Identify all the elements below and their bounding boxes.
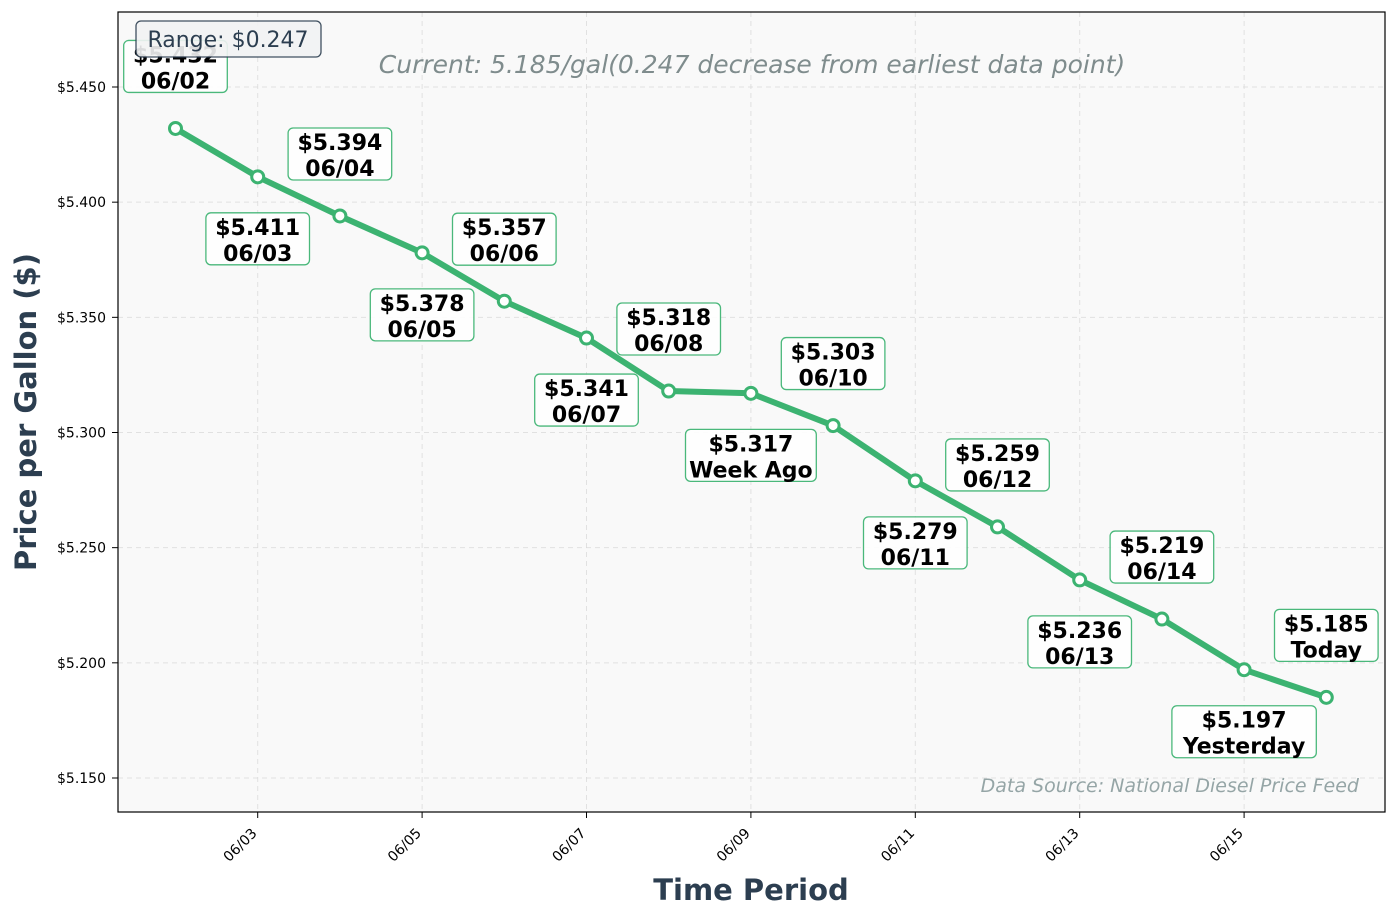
data-point	[1154, 611, 1170, 627]
data-label-box	[369, 288, 475, 342]
y-axis-ticks: $5.150 $5.200 $5.250 $5.300 $5.350 $5.400 $5.4…	[57, 80, 118, 787]
data-label-box	[1171, 705, 1317, 759]
data-label-box	[287, 127, 393, 181]
data-label-price: $5.197	[1202, 709, 1287, 734]
y-axis-title: Price per Gallon ($)	[9, 253, 43, 571]
data-label-price: $5.394	[297, 131, 382, 156]
data-label-date: Yesterday	[1182, 735, 1305, 760]
x-tick-label: 06/07	[549, 826, 589, 866]
data-point	[1318, 689, 1334, 705]
y-tick-label: $5.300	[57, 425, 106, 441]
data-label-group: $5.43206/02$5.41106/03$5.39406/04$5.3780…	[123, 39, 1379, 760]
data-point	[579, 330, 594, 346]
data-label-price: $5.185	[1284, 612, 1369, 637]
x-tick-label: 06/05	[385, 826, 425, 866]
data-point	[332, 208, 348, 224]
data-label-date: 06/02	[141, 69, 210, 94]
data-point	[1236, 662, 1252, 678]
data-label-box	[205, 212, 311, 266]
data-label-date: 06/13	[1045, 645, 1114, 670]
data-label-box	[780, 336, 886, 391]
data-point	[661, 383, 677, 399]
y-tick-label: $5.450	[57, 80, 106, 96]
data-point	[1072, 572, 1088, 588]
data-point	[990, 519, 1005, 535]
data-label-price: $5.341	[544, 377, 629, 402]
data-point	[168, 120, 183, 136]
data-label-price: $5.378	[380, 292, 465, 317]
x-tick-label: 06/13	[1043, 826, 1083, 866]
data-label-date: 06/08	[634, 332, 703, 357]
data-label-date: 06/05	[387, 318, 456, 343]
data-label-box	[684, 428, 817, 482]
x-axis-title: Time Period	[653, 873, 849, 907]
data-label-price: $5.318	[626, 306, 711, 331]
data-label-price: $5.279	[873, 520, 958, 545]
data-label-date: 06/10	[798, 367, 867, 392]
data-point	[907, 473, 923, 489]
data-label-box	[1109, 530, 1215, 584]
data-label-date: 06/11	[881, 546, 950, 571]
data-label-date: 06/06	[470, 242, 539, 267]
x-tick-label: 06/03	[221, 826, 261, 866]
plot-frame	[117, 11, 1386, 813]
data-label-price: $5.236	[1037, 619, 1122, 644]
data-label-box	[1273, 608, 1379, 663]
grid-lines	[118, 12, 1385, 812]
y-tick-label: $5.350	[57, 310, 106, 326]
x-axis-ticks: 06/03 06/05 06/07 06/09 06/11 06/13 06/15	[221, 812, 1247, 865]
data-label-date: 06/14	[1127, 560, 1196, 585]
data-label-date: 06/03	[223, 242, 292, 267]
data-label-price: $5.357	[462, 216, 547, 241]
data-point	[496, 293, 512, 309]
data-label-date: Today	[1291, 638, 1362, 663]
data-label-box	[451, 212, 557, 266]
data-label-box	[862, 516, 968, 570]
range-badge: Range: $0.247	[135, 20, 322, 58]
data-label-box	[1027, 615, 1133, 669]
subtitle: Current: 5.185/gal(0.247 decrease from e…	[379, 50, 1125, 79]
data-label-price: $5.303	[791, 341, 876, 366]
x-tick-label: 06/15	[1207, 826, 1247, 866]
y-tick-label: $5.150	[57, 771, 106, 787]
data-label-box	[616, 302, 722, 356]
data-label-price: $5.259	[955, 442, 1040, 467]
x-tick-label: 06/09	[714, 826, 754, 866]
range-text: Range: $0.247	[147, 28, 308, 53]
data-label-price: $5.411	[215, 216, 300, 241]
x-tick-label: 06/11	[878, 826, 918, 866]
data-label-price: $5.219	[1119, 534, 1204, 559]
data-label-date: 06/07	[552, 403, 621, 428]
y-tick-label: $5.200	[57, 656, 106, 672]
data-point	[743, 385, 759, 401]
data-label-date: Week Ago	[689, 458, 813, 483]
data-label-date: 06/04	[305, 157, 374, 182]
data-point	[825, 418, 841, 434]
data-label-box	[945, 438, 1050, 492]
data-label-price: $5.317	[708, 432, 793, 457]
data-label-date: 06/12	[963, 468, 1032, 493]
y-tick-label: $5.400	[57, 195, 106, 211]
data-point	[414, 245, 430, 261]
data-source-note: Data Source: National Diesel Price Feed	[981, 775, 1360, 797]
marker-group	[168, 120, 1334, 705]
y-tick-label: $5.250	[57, 541, 106, 557]
data-label-box	[534, 373, 639, 427]
data-point	[250, 169, 266, 185]
